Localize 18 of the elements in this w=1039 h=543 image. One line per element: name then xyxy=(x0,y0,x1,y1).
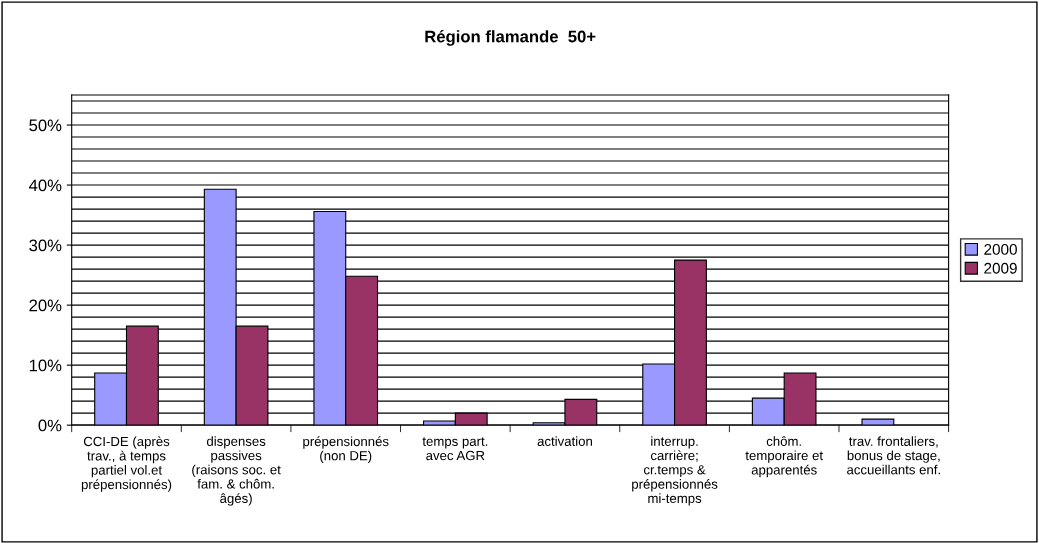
x-tick-label: dispenses passives (raisons soc. et fam. & chôm. âgés) xyxy=(192,436,281,506)
legend-label: 2009 xyxy=(984,262,1017,274)
bar xyxy=(861,418,895,426)
x-tick-label: interrup. carrière; cr.temps & prépensionnés mi-temps xyxy=(632,436,718,506)
x-tick-label: CCI-DE (après trav., à temps partiel vol.et prépensionnés) xyxy=(81,436,172,492)
x-tick-label: chôm. temporaire et apparentés xyxy=(745,436,823,478)
legend-label: 2000 xyxy=(984,243,1017,255)
y-tick-label: 50% xyxy=(29,119,62,132)
y-tick-label: 10% xyxy=(29,359,62,372)
y-tick-label: 30% xyxy=(29,239,62,252)
x-tick-label: temps part. avec AGR xyxy=(422,437,488,461)
x-tick-label: activation xyxy=(537,436,592,446)
y-tick-label: 20% xyxy=(29,299,62,312)
x-tick-label: prépensionnés (non DE) xyxy=(303,436,389,463)
chart-title: Région flamande 50+ xyxy=(425,30,596,46)
y-tick-label: 40% xyxy=(28,179,62,192)
y-tick-label: 0% xyxy=(38,419,62,432)
x-tick-label: trav. frontaliers, bonus de stage, accueillants enf. xyxy=(847,436,940,475)
